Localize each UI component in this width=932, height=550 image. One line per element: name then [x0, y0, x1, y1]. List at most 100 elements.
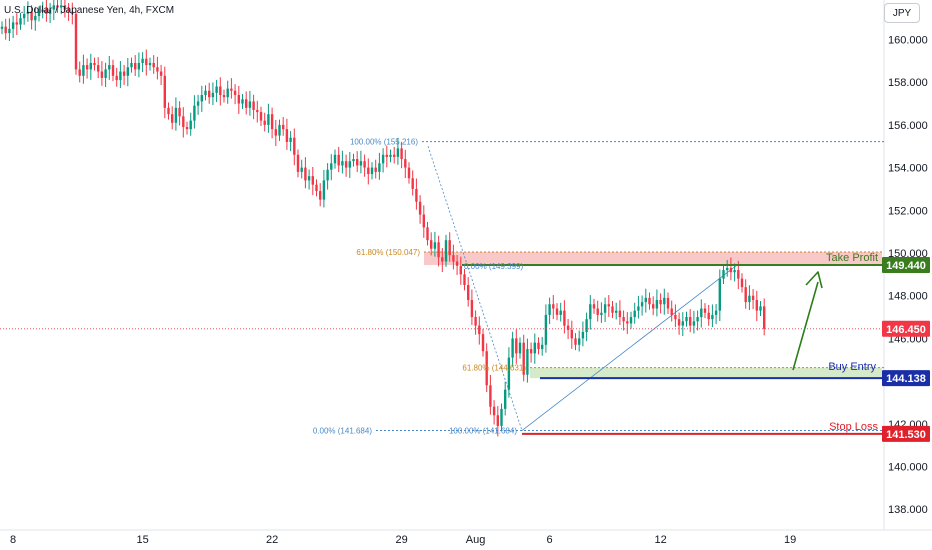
x-tick-label: 29 [395, 534, 407, 546]
candle [666, 297, 670, 309]
candle [400, 148, 403, 160]
candle [559, 310, 562, 315]
candle [15, 22, 18, 25]
x-tick-label: 19 [784, 534, 796, 546]
stop-loss-label: Stop Loss [829, 421, 878, 433]
candle [652, 304, 655, 309]
candle [156, 67, 159, 72]
symbol-title: U.S. Dollar / Japanese Yen, 4h, FXCM [4, 5, 175, 16]
candle [737, 270, 740, 279]
candle [344, 161, 348, 168]
candle [648, 297, 651, 305]
candle [596, 308, 599, 315]
candle [570, 329, 573, 339]
candle [289, 137, 292, 142]
candle [526, 349, 529, 375]
y-tick-label: 140.000 [888, 462, 928, 474]
candle [137, 62, 141, 70]
candle [330, 163, 333, 170]
candle [241, 99, 244, 104]
candle [448, 240, 451, 256]
candle [274, 129, 277, 136]
candle [208, 90, 211, 98]
candle [426, 227, 429, 241]
candle [522, 342, 525, 375]
candle [174, 107, 178, 123]
candle [60, 5, 63, 8]
candle [300, 167, 303, 172]
candle [500, 408, 503, 426]
candle [159, 71, 163, 76]
candle [537, 342, 540, 350]
candle [89, 62, 92, 70]
candle [548, 304, 551, 315]
candle [626, 321, 629, 324]
candle [726, 267, 729, 271]
candle [629, 317, 633, 324]
x-tick-label: 6 [547, 534, 553, 546]
candle [171, 114, 174, 123]
y-tick-label: 152.000 [888, 205, 928, 217]
candle [585, 319, 588, 332]
candle [93, 62, 96, 66]
candle [211, 92, 215, 98]
candle [685, 317, 688, 322]
candle [245, 99, 248, 108]
currency-button[interactable]: JPY [884, 3, 920, 23]
candle [592, 304, 596, 309]
candle [356, 159, 359, 166]
candle [407, 167, 411, 179]
projection-arrow [792, 281, 819, 371]
candle [459, 265, 462, 275]
y-tick-label: 138.000 [888, 504, 928, 516]
current-price-tag [882, 320, 930, 337]
buy-entry-tag-label: 144.138 [886, 373, 926, 385]
candle [97, 65, 100, 72]
candle [589, 304, 592, 320]
candle [700, 308, 703, 318]
candle [455, 261, 459, 266]
candle [204, 90, 207, 96]
candle [603, 304, 607, 313]
y-tick-label: 158.000 [888, 77, 928, 89]
candle [393, 154, 396, 157]
candle [703, 308, 707, 313]
candle [167, 107, 170, 115]
candle [740, 278, 744, 288]
candle [326, 169, 329, 181]
candle [141, 58, 144, 63]
candle [555, 308, 559, 315]
candle [0, 26, 4, 29]
candle [444, 240, 448, 262]
current-price-tag-label: 146.450 [886, 324, 926, 336]
candle [152, 62, 155, 68]
candle [337, 154, 340, 166]
candle [296, 154, 300, 172]
candle [496, 415, 499, 426]
take-profit-zone [424, 251, 882, 265]
candle [71, 11, 74, 14]
candle [263, 120, 266, 125]
candle [711, 314, 714, 320]
candle [433, 242, 437, 249]
candle [82, 65, 85, 76]
candle [663, 297, 666, 305]
candle [341, 161, 344, 166]
fib-label: 100.00% (155.216) [350, 138, 418, 147]
candle [48, 9, 52, 14]
candle [322, 180, 326, 200]
candle [385, 154, 388, 157]
candle [8, 28, 11, 34]
candle [163, 75, 166, 108]
candle [689, 317, 692, 326]
candle [566, 325, 570, 330]
candle [615, 310, 618, 313]
candle [644, 297, 647, 303]
candle [200, 95, 203, 102]
buy-entry-tag [882, 370, 930, 387]
candle [311, 176, 314, 185]
x-tick-label: 12 [654, 534, 666, 546]
candle [233, 90, 237, 96]
